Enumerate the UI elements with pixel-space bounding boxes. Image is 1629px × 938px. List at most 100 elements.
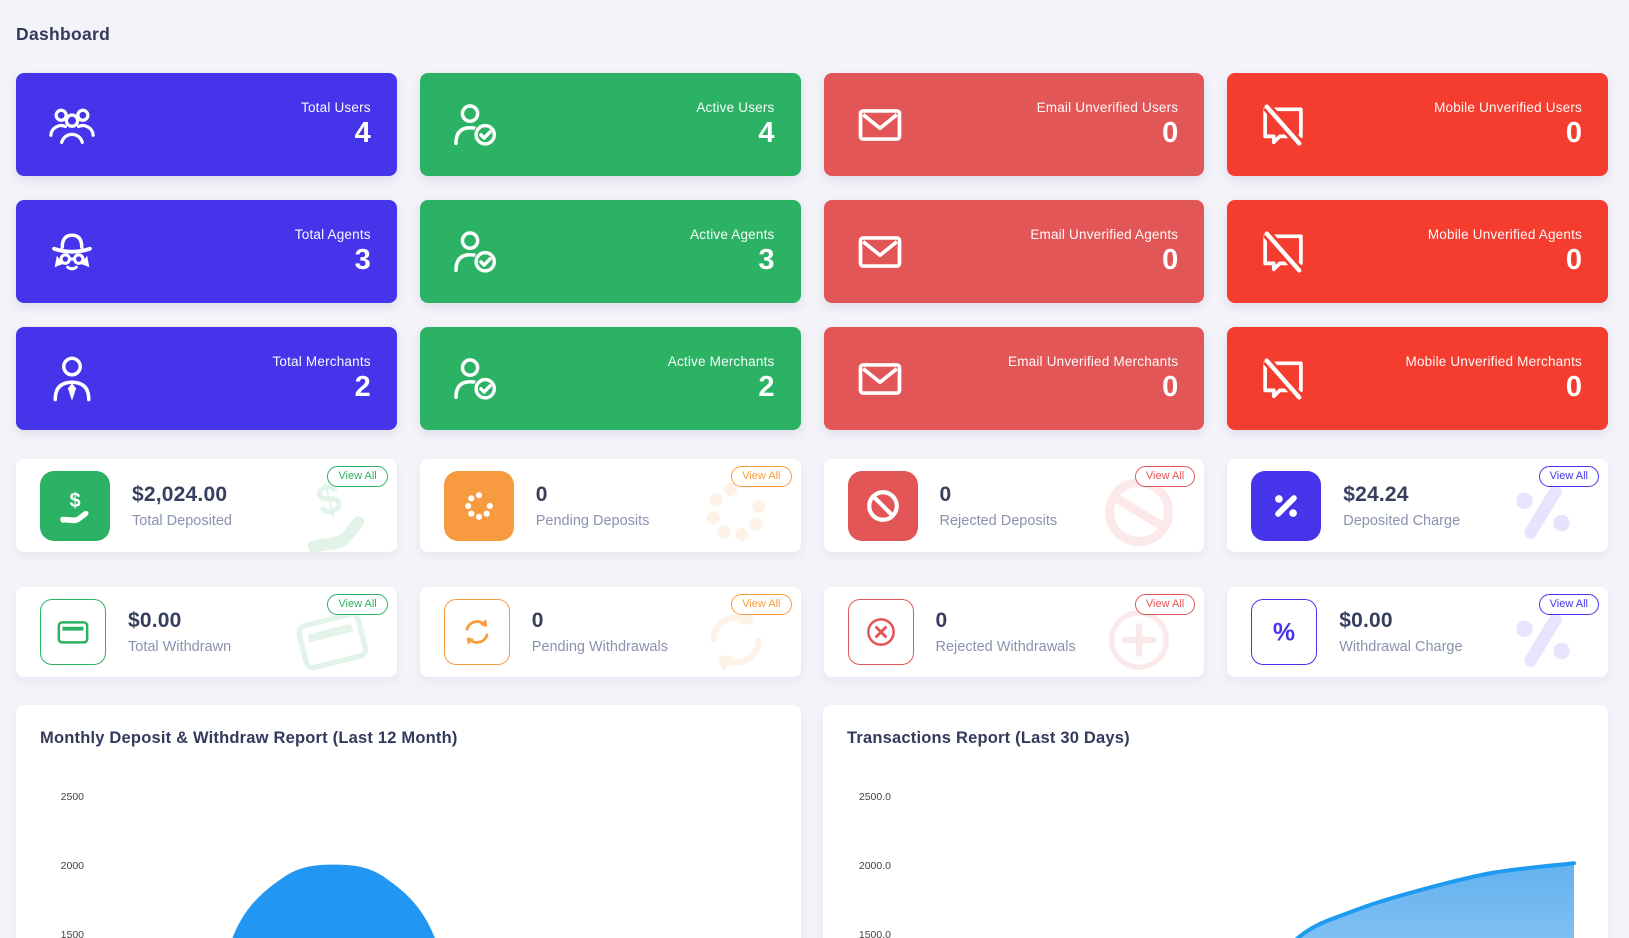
stat-value: 0 [1162,116,1179,149]
credit-card-icon [53,612,93,652]
stat-label: Email Unverified Merchants [1007,353,1179,369]
stat-label: Mobile Unverified Agents [1427,226,1582,242]
summary-card-pending-withdrawals: View All 0 Pending Withdrawals [419,587,801,677]
circle-xmark-icon [861,612,901,652]
chart-title: Transactions Report (Last 30 Days) [847,729,1130,747]
stat-value: 3 [354,243,371,276]
summary-card-withdrawal-charge: View All $0.00 Withdrawal Charge [1227,587,1608,677]
stat-value: 2 [758,370,775,403]
stat-meta: Total Users 4 [301,100,371,149]
agent-spy-icon [46,226,98,278]
view-all-button[interactable]: View All [731,594,792,615]
stat-value: 4 [354,116,371,149]
summary-label: Rejected Withdrawals [935,639,1076,655]
summary-card-rejected-withdrawals: View All 0 Rejected Withdrawals [823,587,1205,677]
icon-tile [1251,470,1322,541]
stat-label: Email Unverified Agents [1030,226,1179,242]
stat-card-total-agents: Total Agents 3 [16,200,397,303]
stat-value: 3 [758,243,775,276]
refresh-icon [457,612,497,652]
y-axis-tick: 1500.0 [858,929,891,938]
view-all-button[interactable]: View All [731,466,792,487]
view-all-button[interactable]: View All [327,466,388,487]
summary-label: Total Withdrawn [128,639,232,655]
view-all-button[interactable]: View All [1538,594,1599,615]
stat-meta: Active Merchants 2 [668,354,775,403]
user-check-icon [450,353,502,405]
y-axis-tick: 2500 [60,791,84,803]
stat-card-mobile-unverified-agents: Mobile Unverified Agents 0 [1227,200,1608,303]
icon-tile [847,470,918,541]
stat-value: 2 [354,370,371,403]
summary-label: Rejected Deposits [939,512,1058,529]
stat-label: Total Users [301,99,371,115]
icon-tile [443,470,514,541]
summary-grid: View All $2,024.00 Total Deposited View … [16,459,1608,677]
stat-label: Total Merchants [272,353,371,369]
y-axis-tick: 2000 [60,860,84,872]
summary-amount: 0 [935,609,948,632]
summary-label: Pending Withdrawals [531,639,668,655]
y-axis-tick: 2000.0 [858,860,891,872]
stat-value: 0 [1565,243,1582,276]
summary-card-rejected-deposits: View All 0 Rejected Deposits [823,459,1205,552]
summary-card-pending-deposits: View All 0 Pending Deposits [419,459,801,552]
transactions-report-chart: 2500.0 2000.0 1500.0 [847,766,1584,938]
icon-tile [40,470,110,541]
user-check-icon [450,99,502,151]
icon-tile [443,599,510,665]
stat-meta: Total Merchants 2 [272,354,370,403]
summary-label: Total Deposited [132,512,232,529]
stat-meta: Email Unverified Agents 0 [1030,227,1178,276]
stat-card-email-unverified-users: Email Unverified Users 0 [823,73,1205,176]
summary-meta: $0.00 Total Withdrawn [128,609,231,655]
view-all-button[interactable]: View All [1134,594,1196,615]
summary-label: Deposited Charge [1343,512,1461,529]
stat-value: 4 [758,116,775,149]
summary-amount: 0 [939,482,952,506]
summary-amount: $2,024.00 [132,482,228,506]
stat-card-total-merchants: Total Merchants 2 [16,327,397,430]
ban-icon [863,486,903,526]
stat-card-mobile-unverified-users: Mobile Unverified Users 0 [1227,73,1608,176]
view-all-button[interactable]: View All [1134,466,1196,487]
summary-card-total-withdrawn: View All $0.00 Total Withdrawn [16,587,397,677]
summary-amount: $0.00 [1339,609,1393,632]
summary-label: Withdrawal Charge [1339,639,1463,655]
stat-label: Active Users [696,99,775,115]
stat-card-active-users: Active Users 4 [419,73,801,176]
percent-outline-icon [1264,612,1304,652]
stat-meta: Mobile Unverified Merchants 0 [1406,354,1582,403]
monthly-report-chart: 2500 2000 1500 [40,766,777,938]
user-tie-icon [46,353,98,405]
stat-value: 0 [1565,116,1582,149]
stat-value: 0 [1162,370,1179,403]
summary-amount: $24.24 [1343,482,1409,506]
stat-label: Total Agents [294,226,371,242]
stat-value: 0 [1162,243,1179,276]
stat-meta: Email Unverified Merchants 0 [1008,354,1178,403]
envelope-icon [854,353,906,405]
stat-meta: Email Unverified Users 0 [1037,100,1179,149]
summary-card-total-deposited: View All $2,024.00 Total Deposited [16,459,397,552]
user-check-icon [450,226,502,278]
stat-card-mobile-unverified-merchants: Mobile Unverified Merchants 0 [1227,327,1608,430]
icon-tile [847,599,914,665]
transactions-report-card: Transactions Report (Last 30 Days) 2500.… [823,705,1608,938]
hand-dollar-icon [55,486,95,526]
stat-meta: Active Agents 3 [690,227,774,276]
summary-meta: $2,024.00 Total Deposited [132,483,232,529]
stat-meta: Mobile Unverified Agents 0 [1428,227,1582,276]
view-all-button[interactable]: View All [1538,466,1599,487]
charts-grid: Monthly Deposit & Withdraw Report (Last … [16,705,1608,938]
summary-label: Pending Deposits [535,512,650,529]
y-axis-tick: 1500 [60,929,84,938]
summary-amount: 0 [531,609,544,632]
summary-amount: 0 [535,482,548,506]
stats-grid: Total Users 4 Active Users 4 Email Unver… [16,73,1608,430]
stat-card-active-merchants: Active Merchants 2 [419,327,801,430]
view-all-button[interactable]: View All [327,594,388,615]
sms-slash-icon [1257,99,1309,151]
percent-icon [1266,486,1306,526]
stat-card-total-users: Total Users 4 [16,73,397,176]
